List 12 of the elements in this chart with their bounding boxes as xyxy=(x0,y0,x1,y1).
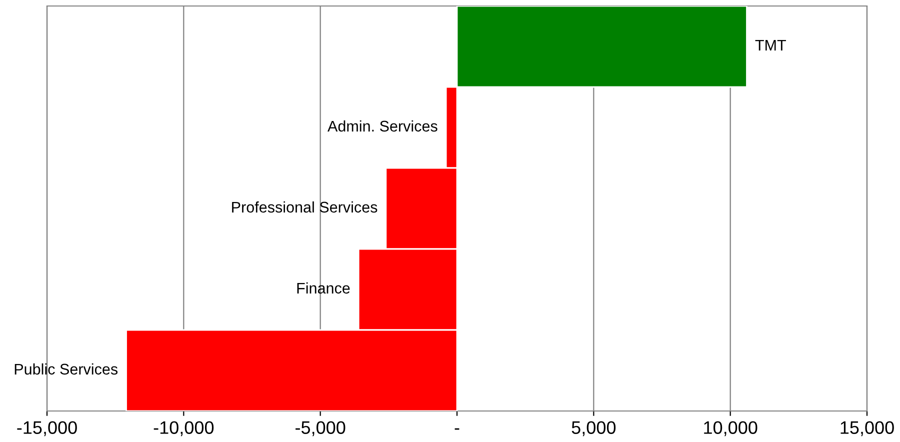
x-tick-label: 15,000 xyxy=(840,421,894,436)
x-tick-label: -5,000 xyxy=(296,421,346,436)
x-tick-label: -15,000 xyxy=(17,421,77,436)
y-tick-label: Professional Services xyxy=(232,201,378,213)
y-tick-label: Finance xyxy=(297,282,350,294)
y-tick-label: Admin. Services xyxy=(328,120,438,132)
x-tick-label: - xyxy=(454,428,460,430)
x-tick-label: -10,000 xyxy=(154,421,214,436)
x-tick-label: 10,000 xyxy=(704,421,758,436)
x-tick-label: 5,000 xyxy=(572,421,616,436)
y-tick-label: Public Services xyxy=(14,363,118,375)
y-tick-label: TMT xyxy=(755,40,786,50)
